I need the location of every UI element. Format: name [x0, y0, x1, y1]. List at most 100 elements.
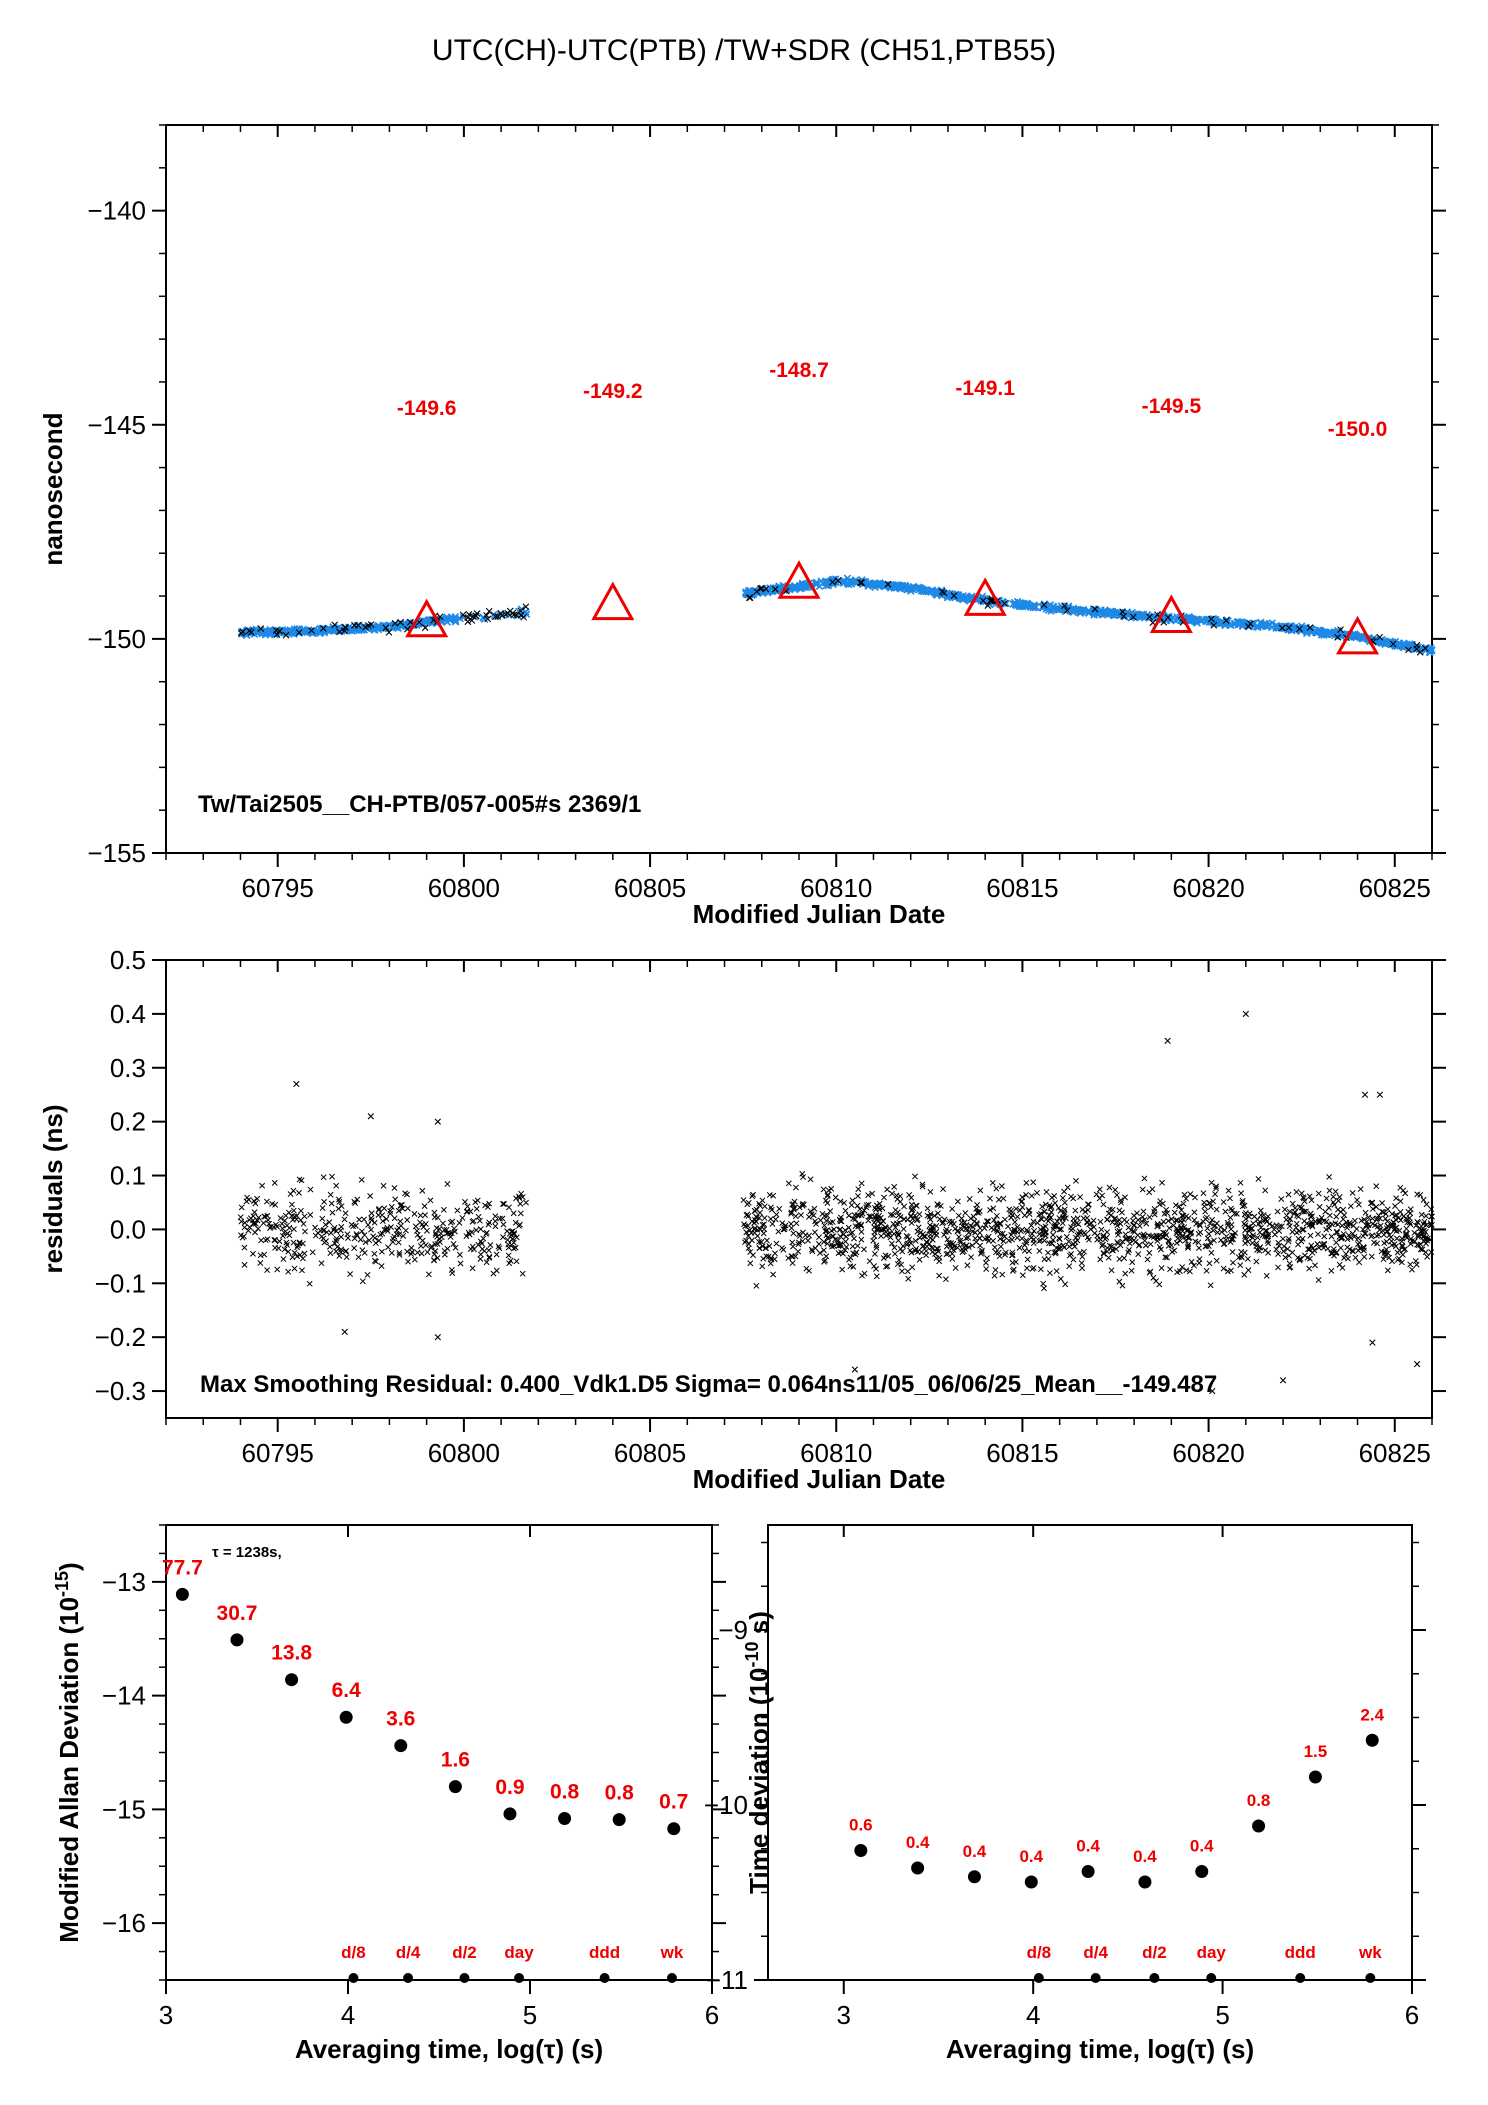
residual-point	[1112, 1186, 1119, 1193]
offset-data-point	[1399, 639, 1408, 647]
residual-point	[1168, 1216, 1175, 1222]
residual-point	[1300, 1226, 1307, 1233]
offset-data-point	[485, 607, 493, 615]
residual-point	[1028, 1192, 1035, 1199]
residual-point	[1213, 1185, 1219, 1192]
residual-point	[1202, 1208, 1209, 1215]
residual-point	[1081, 1248, 1087, 1255]
residual-point	[397, 1202, 404, 1209]
residual-point	[1296, 1203, 1303, 1210]
tdev-point	[1024, 1875, 1038, 1889]
residual-point	[285, 1268, 292, 1275]
residual-point	[438, 1234, 445, 1241]
residual-point	[944, 1250, 951, 1257]
tdev-plot-frame	[767, 1524, 1413, 1981]
offset-data-point	[447, 615, 455, 624]
residual-point	[486, 1219, 493, 1226]
residual-point	[762, 1244, 769, 1251]
residual-point	[1211, 1237, 1217, 1244]
residual-point	[1050, 1223, 1057, 1230]
offset-data-point	[1296, 625, 1303, 633]
residual-point	[1050, 1231, 1056, 1238]
offset-data-point	[890, 584, 899, 592]
residual-point	[1368, 1253, 1375, 1260]
residual-point	[254, 1195, 261, 1202]
residual-point	[1042, 1230, 1049, 1236]
residual-point	[1204, 1235, 1211, 1242]
residual-point	[1171, 1209, 1178, 1216]
residual-point	[1315, 1218, 1322, 1225]
residual-point	[788, 1210, 795, 1217]
residual-point	[344, 1231, 351, 1238]
offset-data-point	[1334, 633, 1342, 641]
residual-point	[1023, 1265, 1030, 1272]
residual-point	[1397, 1198, 1404, 1205]
residual-outlier	[434, 1118, 442, 1125]
residual-point	[519, 1270, 526, 1277]
residual-point	[1341, 1212, 1348, 1219]
residual-point	[1034, 1219, 1041, 1226]
offset-data-point	[331, 626, 339, 635]
residual-point	[1207, 1282, 1214, 1289]
residual-point	[365, 1221, 372, 1228]
residual-point	[901, 1203, 908, 1210]
residual-point	[781, 1226, 788, 1233]
residual-point	[1043, 1189, 1050, 1195]
offset-data-point	[1285, 624, 1293, 632]
residual-point	[976, 1229, 983, 1236]
residual-point	[993, 1212, 1000, 1219]
residual-point	[1221, 1227, 1228, 1234]
residual-point	[335, 1205, 342, 1212]
residual-point	[1009, 1252, 1016, 1258]
daily-mean-triangle	[777, 560, 821, 599]
residual-point	[1019, 1204, 1026, 1211]
residual-point	[500, 1234, 506, 1241]
residual-point	[1335, 1197, 1342, 1204]
residual-point	[510, 1210, 517, 1217]
residual-point	[487, 1242, 494, 1248]
residual-point	[1397, 1184, 1404, 1191]
tdev-point	[1365, 1733, 1379, 1747]
residual-point	[327, 1250, 334, 1257]
offset-data-point	[1337, 626, 1344, 633]
residual-point	[775, 1228, 782, 1235]
residual-point	[866, 1258, 873, 1265]
residual-point	[1265, 1233, 1272, 1240]
residual-point	[425, 1271, 432, 1278]
residual-point	[1245, 1224, 1252, 1231]
residual-point	[290, 1239, 297, 1246]
residual-point	[837, 1242, 844, 1249]
residual-point	[1300, 1194, 1307, 1201]
tdev-point-label: 0.4	[1076, 1837, 1100, 1856]
residual-point	[1196, 1260, 1203, 1266]
residual-point	[301, 1250, 308, 1257]
mdev-point-label: 77.7	[162, 1556, 203, 1579]
x-tick-label: 60800	[428, 1438, 500, 1468]
residual-point	[912, 1173, 918, 1180]
offset-data-point	[1018, 600, 1027, 608]
residual-point	[915, 1224, 922, 1231]
residual-point	[397, 1218, 404, 1225]
residual-point	[505, 1252, 512, 1259]
residual-point	[492, 1223, 499, 1230]
residual-point	[994, 1221, 1001, 1228]
residual-point	[1289, 1200, 1296, 1207]
y-tick-label: 0.3	[110, 1053, 146, 1083]
tdev-period-label: d/2	[1142, 1943, 1167, 1962]
residual-point	[1207, 1204, 1214, 1210]
residual-point	[1418, 1211, 1425, 1218]
residual-point	[1023, 1179, 1030, 1186]
tdev-period-marker	[1295, 1973, 1306, 1983]
residual-point	[936, 1254, 943, 1261]
residual-point	[1105, 1254, 1112, 1261]
residual-point	[941, 1231, 948, 1238]
offset-data-point	[509, 609, 517, 617]
x-tick-label: 4	[341, 2000, 355, 2030]
residual-point	[241, 1261, 248, 1268]
residual-point	[1384, 1218, 1391, 1225]
residual-point	[271, 1179, 278, 1186]
residual-point	[896, 1219, 903, 1226]
offset-data-point	[923, 586, 931, 595]
residual-point	[338, 1223, 345, 1230]
residual-point	[842, 1238, 849, 1245]
